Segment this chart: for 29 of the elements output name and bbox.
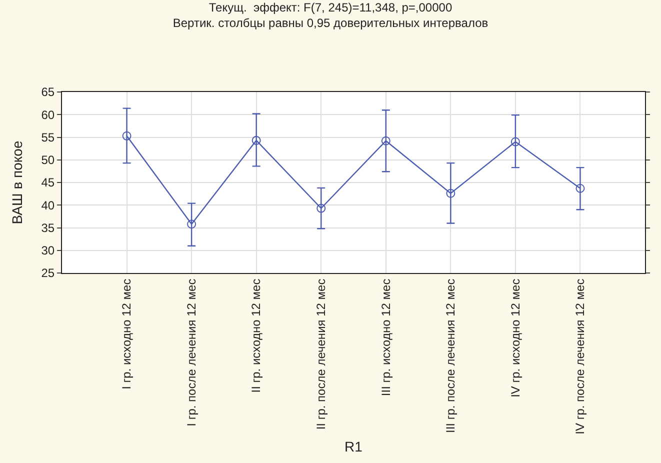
- y-tick-label: 45: [41, 176, 55, 190]
- x-tick-label: II гр. после лечения 12 мес: [314, 278, 328, 430]
- point: [316, 204, 326, 213]
- point: [446, 188, 456, 198]
- point: [381, 136, 390, 146]
- y-tick-label: 35: [41, 220, 55, 235]
- x-tick-label: II гр. исходно 12 мес: [249, 278, 264, 393]
- chart-title: Текущ. эффект: F(7, 245)=11,348, p=,00000: [208, 0, 452, 15]
- x-tick-label: III гр. исходно 12 мес: [378, 278, 393, 396]
- y-tick-label: 60: [41, 108, 55, 122]
- point: [122, 131, 132, 140]
- chart-subtitle: Вертик. столбцы равны 0,95 доверительных интервалов: [172, 16, 488, 30]
- y-tick-label: 30: [41, 244, 55, 258]
- y-tick-label: 40: [41, 198, 55, 212]
- point: [576, 184, 585, 193]
- x-tick-label: I гр. исходно 12 мес: [120, 278, 134, 390]
- point: [187, 220, 196, 229]
- x-tick-label: III гр. после лечения 12 мес: [444, 278, 458, 434]
- point: [510, 137, 520, 146]
- y-tick-label: 25: [41, 266, 55, 280]
- y-tick-label: 55: [41, 130, 55, 144]
- x-tick-label: IV гр. исходно 12 мес: [508, 278, 522, 398]
- y-tick-label: 50: [41, 153, 55, 168]
- point: [252, 136, 261, 145]
- x-tick-label: I гр. после лечения 12 мес: [184, 278, 198, 426]
- y-tick-label: 65: [41, 85, 55, 100]
- y-axis-title: ВАШ в покое: [8, 140, 25, 224]
- x-axis-title: R1: [344, 438, 363, 455]
- x-tick-label: IV гр. после лечения 12 мес: [573, 278, 588, 434]
